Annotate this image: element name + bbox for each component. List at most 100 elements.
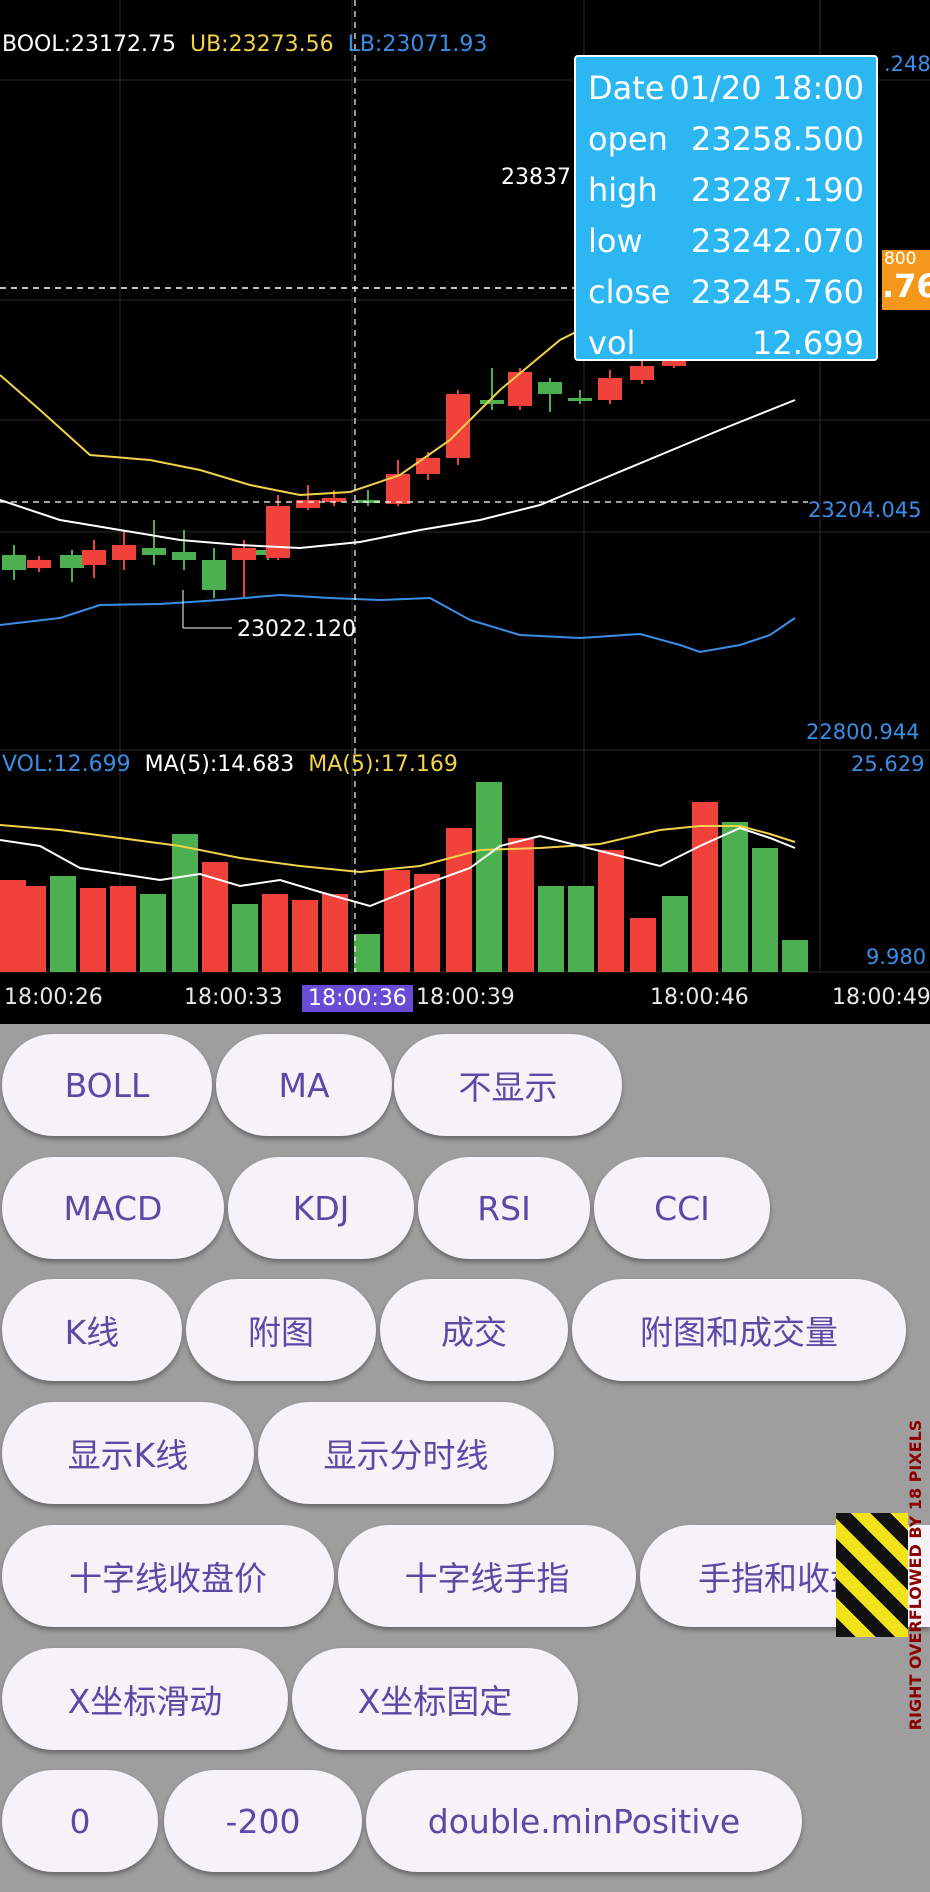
chart-canvas[interactable] [0, 0, 930, 1024]
vol-ma-line [0, 826, 796, 908]
hide-indicator-button[interactable]: 不显示 [394, 1034, 622, 1136]
cci-button[interactable]: CCI [594, 1157, 770, 1259]
sub-chart-button[interactable]: 附图 [186, 1279, 376, 1381]
volume-bar [476, 782, 502, 972]
volume-bar [568, 886, 594, 972]
show-kline-button[interactable]: 显示K线 [2, 1402, 254, 1504]
minus-200-button[interactable]: -200 [164, 1770, 362, 1872]
tooltip-label: low [588, 222, 643, 260]
boll-button[interactable]: BOLL [2, 1034, 212, 1136]
volume-bar [630, 918, 656, 972]
volume-bar [322, 894, 348, 972]
volume-bar [354, 934, 380, 972]
candle-body [172, 552, 196, 560]
candle-body [598, 378, 622, 400]
x-axis-scroll-button[interactable]: X坐标滑动 [2, 1648, 288, 1750]
x-label: 18:00:39 [416, 985, 515, 1010]
crosshair-close-button[interactable]: 十字线收盘价 [2, 1525, 334, 1627]
candle-body [2, 555, 26, 570]
candle-body [27, 560, 51, 568]
vol-ma5-a: MA(5):14.683 [144, 752, 295, 777]
tooltip-row-open: open 23258.500 [588, 114, 864, 165]
candle-body [202, 560, 226, 590]
rsi-button[interactable]: RSI [418, 1157, 590, 1259]
tooltip-row-date: Date 01/20 18:00 [588, 63, 864, 114]
candle-body [232, 548, 256, 560]
volume-bar [446, 828, 472, 972]
boll-line [0, 399, 796, 550]
ub-value: UB:23273.56 [189, 32, 334, 57]
vol-axis-bottom: 9.980 [866, 945, 927, 969]
tooltip-row-close: close 23245.760 [588, 267, 864, 318]
tooltip-label: vol [588, 324, 636, 362]
candle-body [538, 382, 562, 394]
main-axis-mid: 23204.045 [808, 498, 922, 522]
candle-body [266, 506, 290, 558]
macd-button[interactable]: MACD [2, 1157, 224, 1259]
volume-bar [262, 894, 288, 972]
candle-body [322, 498, 346, 502]
tooltip-label: open [588, 120, 668, 158]
candle-body [296, 500, 320, 508]
zero-button[interactable]: 0 [2, 1770, 158, 1872]
main-axis-top: .248 [884, 52, 930, 76]
double-min-positive-button[interactable]: double.minPositive [366, 1770, 802, 1872]
tooltip-label: Date [588, 69, 665, 107]
x-label: 18:00:46 [650, 985, 749, 1010]
volume-bar [598, 850, 624, 972]
crosshair-finger-button[interactable]: 十字线手指 [338, 1525, 636, 1627]
volume-bar [110, 886, 136, 972]
price-tag-value: .76 [882, 267, 930, 305]
high-annotation: 23837 [501, 165, 571, 190]
sub-chart-and-volume-button[interactable]: 附图和成交量 [572, 1279, 906, 1381]
candle-body [82, 550, 106, 565]
candle-body [508, 372, 532, 406]
volume-bar [20, 886, 46, 972]
volume-bar [292, 900, 318, 972]
tooltip-value: 01/20 18:00 [669, 69, 864, 107]
price-tag-top: 800 [884, 250, 917, 269]
volume-bar [538, 886, 564, 972]
candle-body [662, 360, 686, 366]
volume-bar [140, 894, 166, 972]
main-axis-bottom: 22800.944 [806, 720, 920, 744]
volume-bar [232, 904, 258, 972]
main-legend: BOOL:23172.75 UB:23273.56 LB:23071.93 [2, 32, 501, 57]
crosshair-tooltip: Date 01/20 18:00 open 23258.500 high 23287.… [574, 55, 878, 362]
volume-bar [50, 876, 76, 972]
kdj-button[interactable]: KDJ [228, 1157, 414, 1259]
volume-bar [414, 874, 440, 972]
volume-bar [752, 848, 778, 972]
volume-bar [662, 896, 688, 972]
candle-body [446, 394, 470, 458]
show-timeline-button[interactable]: 显示分时线 [258, 1402, 554, 1504]
volume-bar [692, 802, 718, 972]
ub-line [0, 299, 641, 497]
vol-value: VOL:12.699 [2, 752, 131, 777]
volume-bar [80, 888, 106, 972]
candle-body [60, 555, 84, 568]
tooltip-row-high: high 23287.190 [588, 165, 864, 216]
volume-button[interactable]: 成交 [380, 1279, 568, 1381]
tooltip-value: 23242.070 [690, 222, 864, 260]
x-label-selected: 18:00:36 [302, 985, 413, 1012]
candle-body [112, 545, 136, 560]
candle-body [142, 548, 166, 555]
volume-bar [782, 940, 808, 972]
volume-legend: VOL:12.699 MA(5):14.683 MA(5):17.169 [2, 752, 472, 777]
tooltip-label: close [588, 273, 671, 311]
ma-button[interactable]: MA [216, 1034, 392, 1136]
tooltip-row-low: low 23242.070 [588, 216, 864, 267]
kline-button[interactable]: K线 [2, 1279, 182, 1381]
current-price-tag: 800 .76 [882, 250, 930, 310]
tooltip-value: 23258.500 [690, 120, 864, 158]
candle-body [480, 400, 504, 404]
tooltip-value: 12.699 [752, 324, 864, 362]
candle-body [416, 458, 440, 474]
kline-chart[interactable]: BOOL:23172.75 UB:23273.56 LB:23071.93 .248… [0, 0, 930, 1024]
lb-value: LB:23071.93 [347, 32, 488, 57]
low-annotation: 23022.120 [237, 617, 356, 642]
x-axis-fixed-button[interactable]: X坐标固定 [292, 1648, 578, 1750]
tooltip-row-vol: vol 12.699 [588, 318, 864, 369]
volume-bar [384, 870, 410, 972]
